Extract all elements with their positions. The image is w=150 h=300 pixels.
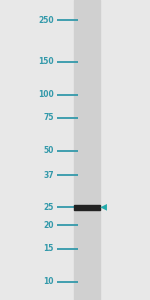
Text: 15: 15: [44, 244, 54, 253]
Text: 75: 75: [44, 113, 54, 122]
Bar: [74, 0, 100, 300]
Bar: [74, 205, 100, 210]
Text: 10: 10: [44, 278, 54, 286]
Text: 150: 150: [38, 57, 54, 66]
Text: 50: 50: [44, 146, 54, 155]
Text: 25: 25: [44, 203, 54, 212]
Text: 37: 37: [43, 171, 54, 180]
Text: 250: 250: [38, 16, 54, 25]
Text: 20: 20: [44, 221, 54, 230]
Text: 100: 100: [38, 90, 54, 99]
